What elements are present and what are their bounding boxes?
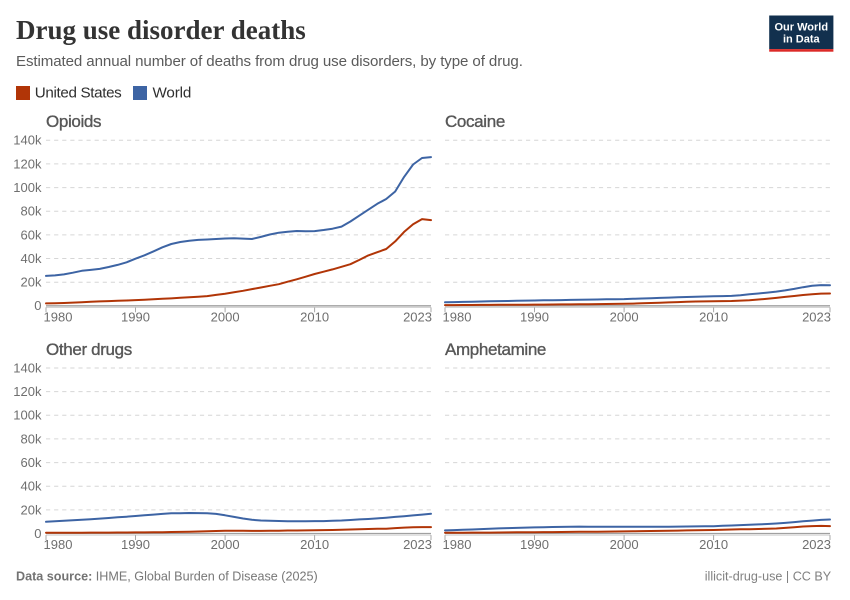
svg-text:40k: 40k [21,479,42,494]
svg-text:0: 0 [34,298,41,313]
svg-text:120k: 120k [13,384,42,399]
svg-text:80k: 80k [21,431,42,446]
svg-text:2010: 2010 [699,309,728,324]
svg-text:2023: 2023 [403,309,432,324]
svg-text:60k: 60k [21,455,42,470]
svg-text:1990: 1990 [520,309,549,324]
svg-text:20k: 20k [21,275,42,290]
svg-text:1980: 1980 [443,537,472,552]
svg-text:60k: 60k [21,227,42,242]
svg-text:2010: 2010 [699,537,728,552]
svg-text:80k: 80k [21,204,42,219]
svg-text:World: World [153,85,192,102]
svg-text:illicit-drug-use | CC BY: illicit-drug-use | CC BY [705,569,832,583]
svg-text:Opioids: Opioids [46,112,101,131]
svg-text:Data source: IHME, Global Burd: Data source: IHME, Global Burden of Dise… [16,569,318,583]
svg-text:1990: 1990 [121,309,150,324]
svg-text:2023: 2023 [802,309,831,324]
svg-text:2023: 2023 [403,537,432,552]
svg-text:1980: 1980 [443,309,472,324]
svg-text:100k: 100k [13,180,42,195]
svg-text:140k: 140k [13,360,42,375]
svg-text:120k: 120k [13,156,42,171]
svg-text:in Data: in Data [783,34,821,46]
svg-text:Estimated annual number of dea: Estimated annual number of deaths from d… [16,53,523,70]
svg-text:2000: 2000 [211,309,240,324]
svg-text:Other drugs: Other drugs [46,340,132,359]
svg-text:Drug use disorder deaths: Drug use disorder deaths [16,15,306,45]
svg-text:Our World: Our World [775,22,829,34]
svg-text:2010: 2010 [300,537,329,552]
svg-text:2023: 2023 [802,537,831,552]
svg-text:Cocaine: Cocaine [445,112,505,131]
svg-text:2010: 2010 [300,309,329,324]
svg-text:0: 0 [34,526,41,541]
svg-text:140k: 140k [13,133,42,148]
svg-text:2000: 2000 [610,309,639,324]
svg-text:Amphetamine: Amphetamine [445,340,546,359]
svg-text:20k: 20k [21,502,42,517]
svg-text:2000: 2000 [610,537,639,552]
svg-text:United States: United States [35,85,122,102]
svg-text:1990: 1990 [520,537,549,552]
svg-text:40k: 40k [21,251,42,266]
svg-text:1990: 1990 [121,537,150,552]
svg-text:2000: 2000 [211,537,240,552]
svg-text:100k: 100k [13,408,42,423]
svg-text:1980: 1980 [44,309,73,324]
svg-text:1980: 1980 [44,537,73,552]
